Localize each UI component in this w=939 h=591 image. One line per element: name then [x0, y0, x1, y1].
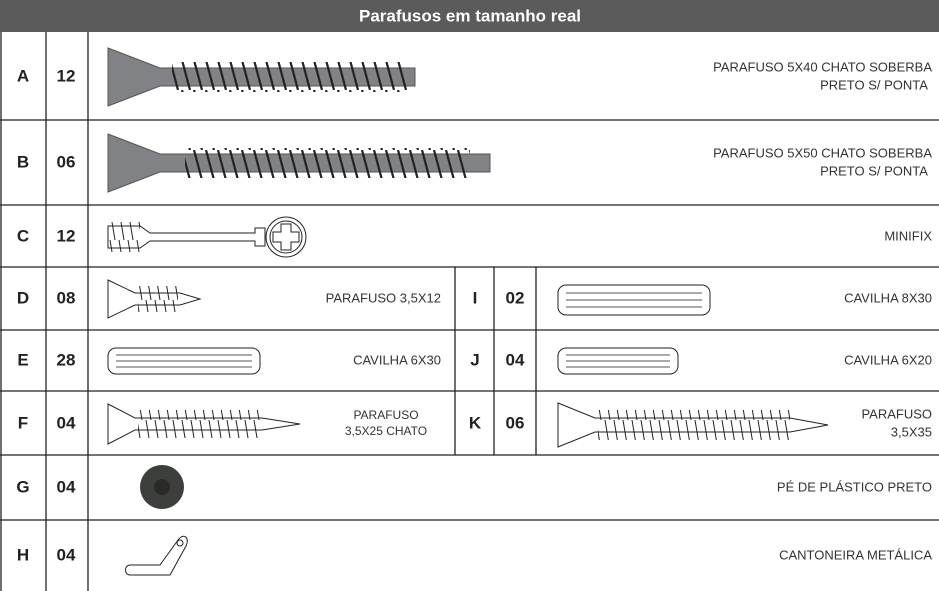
quantity: 04 [57, 477, 76, 496]
quantity: 04 [506, 350, 525, 369]
illustrations [107, 47, 829, 576]
description: PÉ DE PLÁSTICO PRETO [777, 479, 932, 494]
letter: H [17, 545, 29, 564]
description: PARAFUSO 5X50 CHATO SOBERBA [713, 145, 932, 160]
letter: C [17, 226, 29, 245]
description: CAVILHA 6X30 [353, 352, 441, 367]
header-title: Parafusos em tamanho real [359, 6, 581, 25]
description: 3,5X35 [891, 424, 932, 439]
descriptions: PARAFUSO 5X40 CHATO SOBERBA PRETO S/ PON… [326, 59, 933, 562]
quantity: 12 [57, 66, 76, 85]
quantity: 12 [57, 226, 76, 245]
letter: F [18, 413, 28, 432]
quantity: 04 [57, 413, 76, 432]
quantity: 02 [506, 288, 525, 307]
description: CAVILHA 8X30 [844, 290, 932, 305]
quantity: 04 [57, 545, 76, 564]
letter: G [16, 477, 29, 496]
description: PARAFUSO [861, 406, 932, 421]
description: 3,5X25 CHATO [345, 424, 427, 438]
description: CANTONEIRA METÁLICA [779, 547, 932, 562]
letter: A [17, 66, 29, 85]
description: PARAFUSO 3,5X12 [326, 290, 441, 305]
grid [0, 32, 939, 591]
quantity: 06 [506, 413, 525, 432]
letter: D [17, 288, 29, 307]
letter: J [470, 350, 479, 369]
labels: A 12 B 06 C 12 D 08 E 28 F 04 G 04 H 04 … [16, 66, 525, 564]
header-bar [0, 0, 939, 32]
description: PARAFUSO [353, 408, 418, 422]
description: PRETO S/ PONTA [820, 77, 928, 92]
letter: I [473, 288, 478, 307]
letter: B [17, 152, 29, 171]
quantity: 28 [57, 350, 76, 369]
letter: K [469, 413, 482, 432]
description: PARAFUSO 5X40 CHATO SOBERBA [713, 59, 932, 74]
description: PRETO S/ PONTA [820, 163, 928, 178]
description: MINIFIX [884, 228, 932, 243]
quantity: 06 [57, 152, 76, 171]
letter: E [17, 350, 28, 369]
quantity: 08 [57, 288, 76, 307]
description: CAVILHA 6X20 [844, 352, 932, 367]
